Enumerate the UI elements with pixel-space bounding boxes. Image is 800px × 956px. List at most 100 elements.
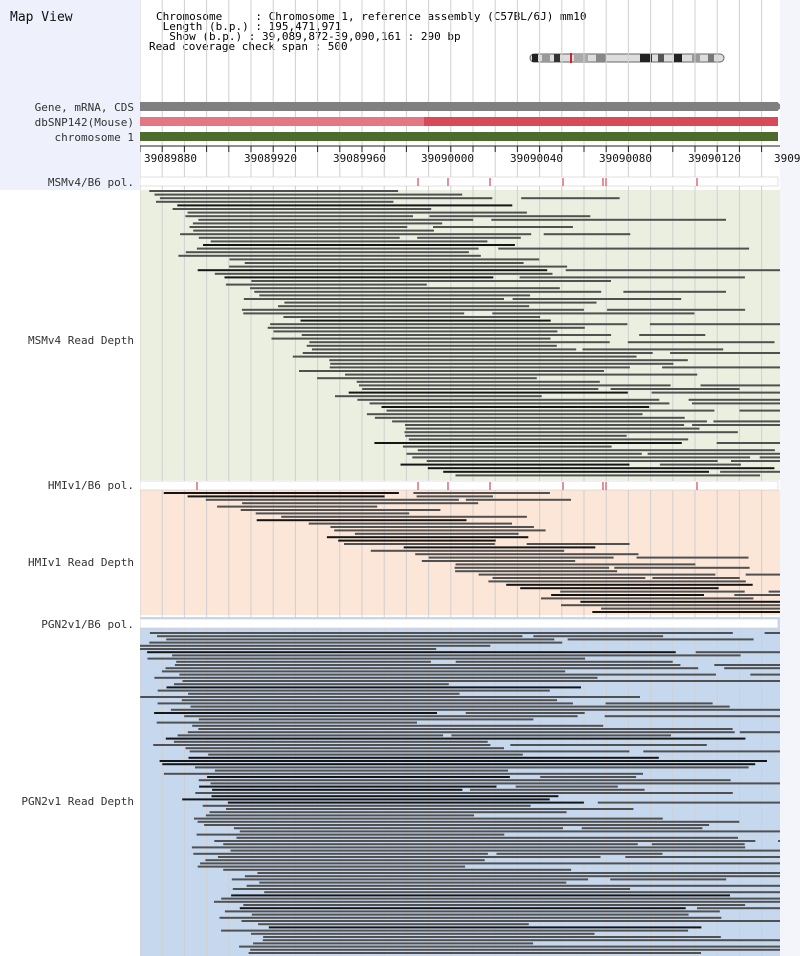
- read-bar: [210, 782, 780, 785]
- read-bar: [413, 492, 550, 494]
- read-bar: [652, 577, 740, 579]
- read-bar: [330, 362, 674, 365]
- read-bar: [154, 676, 598, 679]
- read-bar: [243, 904, 746, 906]
- read-bar: [256, 519, 467, 522]
- read-bar: [498, 247, 750, 250]
- read-bar: [210, 240, 488, 243]
- read-bar: [778, 840, 780, 842]
- read-bar: [178, 254, 481, 257]
- read-bar: [251, 280, 611, 282]
- read-bar: [724, 667, 780, 670]
- read-bar: [173, 740, 488, 743]
- read-bar: [159, 760, 768, 762]
- gene-strand-arrow: [777, 102, 780, 111]
- read-bar: [147, 657, 586, 660]
- read-bar: [185, 747, 504, 750]
- read-bar: [170, 708, 780, 711]
- read-bar: [242, 502, 479, 505]
- read-bar: [221, 897, 780, 900]
- read-bar: [241, 308, 584, 311]
- ruler-tick-label: 39090080: [599, 152, 652, 165]
- read-bar: [208, 753, 523, 756]
- read-bar: [185, 251, 469, 254]
- read-bar: [179, 673, 716, 676]
- pgn-pol-label: PGN2v1/B6 pol.: [41, 618, 134, 631]
- read-bar: [688, 398, 780, 401]
- read-bar: [374, 442, 682, 444]
- read-bar: [362, 388, 599, 390]
- read-bar: [506, 583, 753, 586]
- read-bar: [469, 788, 645, 791]
- read-bar: [427, 467, 775, 470]
- read-bar: [165, 737, 746, 740]
- read-bar: [651, 843, 745, 846]
- read-bar: [231, 878, 589, 881]
- read-bar: [197, 865, 466, 868]
- read-bar: [433, 226, 573, 228]
- read-bar: [267, 326, 585, 329]
- read-bar: [515, 785, 618, 788]
- read-bar: [334, 529, 546, 532]
- read-bar: [172, 654, 741, 657]
- read-bar: [713, 420, 780, 423]
- read-bar: [259, 881, 567, 884]
- read-bar: [147, 651, 676, 654]
- read-bar: [177, 204, 513, 207]
- read-bar: [198, 728, 733, 730]
- read-bar: [250, 287, 560, 290]
- read-bar: [366, 413, 643, 416]
- read-bar: [662, 366, 780, 369]
- read-bar: [182, 680, 780, 682]
- read-bar: [204, 824, 710, 826]
- read-bar: [224, 910, 720, 913]
- read-bar: [405, 434, 627, 437]
- read-bar: [309, 341, 610, 344]
- chromosome-track-label: chromosome 1: [54, 131, 134, 144]
- read-bar: [405, 427, 700, 430]
- read-bar: [214, 769, 509, 772]
- read-bar: [284, 301, 597, 304]
- read-bar: [198, 218, 474, 221]
- read-bar: [428, 556, 614, 559]
- read-bar: [416, 495, 493, 498]
- read-bar: [386, 409, 715, 412]
- read-bar: [209, 811, 567, 814]
- read-bar: [259, 294, 531, 297]
- read-bar: [198, 779, 731, 782]
- read-bar: [301, 334, 612, 336]
- read-bar: [189, 226, 408, 228]
- read-bar: [510, 744, 707, 746]
- read-bar: [451, 734, 671, 737]
- scroll-strip[interactable]: [780, 0, 800, 956]
- read-bar: [750, 673, 780, 676]
- page-title: Map View: [10, 10, 73, 25]
- read-bar: [205, 859, 485, 862]
- read-bar: [281, 515, 527, 518]
- chromosome-ideogram[interactable]: [528, 52, 728, 64]
- track-canvas[interactable]: [140, 0, 780, 956]
- read-bar: [244, 875, 780, 878]
- read-bar: [581, 827, 703, 830]
- ruler-tick-label: 39090120: [688, 152, 741, 165]
- read-bar: [278, 305, 530, 308]
- read-bar: [580, 600, 780, 603]
- chromosome-info: Chromosome : Chromosome 1, reference ass…: [156, 10, 587, 23]
- read-bar: [330, 526, 534, 528]
- read-bar: [300, 319, 551, 322]
- read-bar: [488, 580, 746, 583]
- read-bar: [211, 795, 559, 798]
- read-bar: [455, 563, 696, 566]
- read-bar: [392, 420, 707, 423]
- read-bar: [714, 664, 780, 666]
- ruler-tick-label: 39090000: [421, 152, 474, 165]
- read-bar: [166, 686, 581, 689]
- read-bar: [163, 772, 643, 775]
- read-bar: [187, 731, 735, 734]
- msm-pol-label: MSMv4/B6 pol.: [47, 176, 134, 189]
- read-bar: [212, 788, 463, 791]
- hmi-pol-label: HMIv1/B6 pol.: [47, 479, 134, 492]
- read-bar: [455, 474, 761, 477]
- ruler-tick-label: 39089920: [244, 152, 297, 165]
- read-bar: [157, 635, 523, 638]
